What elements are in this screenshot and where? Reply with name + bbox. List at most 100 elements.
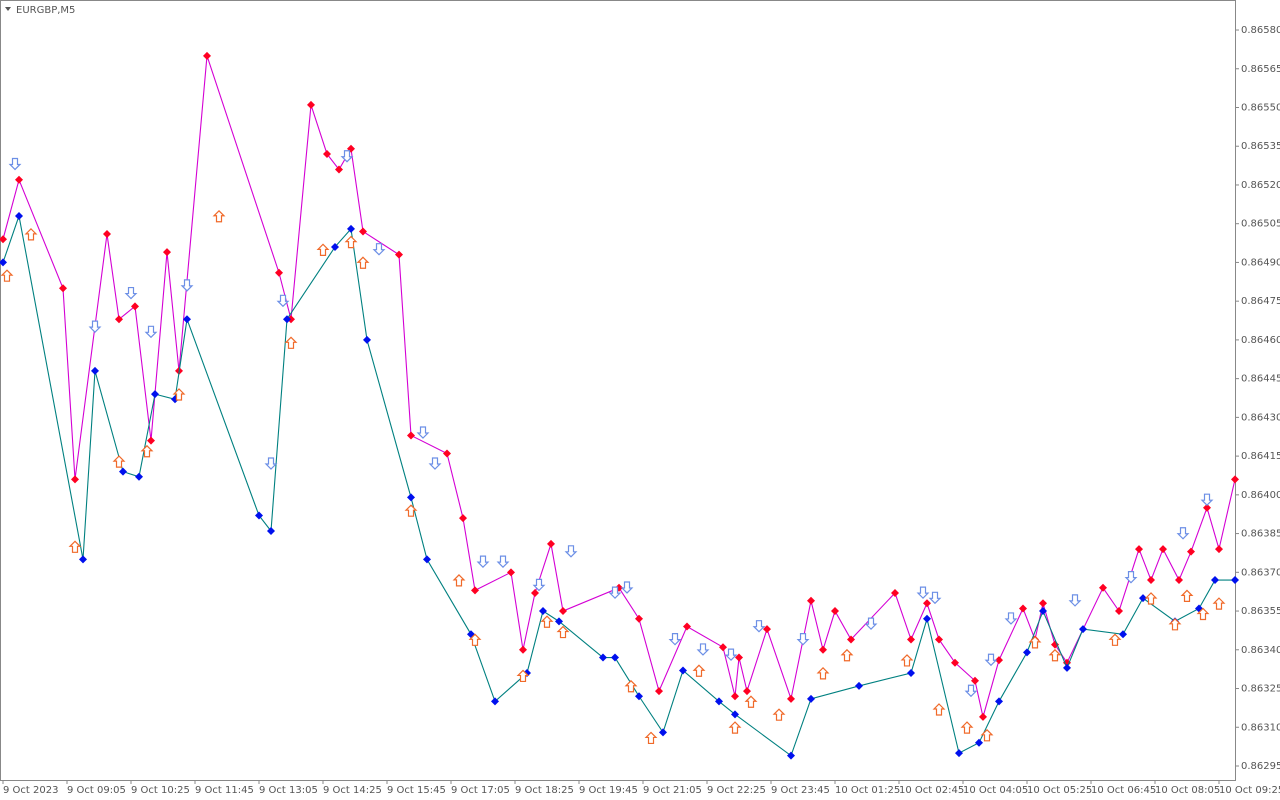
up-arrow bbox=[540, 615, 554, 628]
down-arrow bbox=[88, 320, 102, 334]
pivot-marker bbox=[459, 514, 467, 523]
pivot-marker bbox=[1115, 607, 1123, 616]
pivot-marker bbox=[423, 555, 431, 564]
down-arrow bbox=[916, 586, 930, 599]
down-arrow bbox=[864, 617, 878, 630]
pivot-marker bbox=[539, 607, 547, 616]
up-arrow bbox=[1196, 607, 1210, 621]
y-tick-label: 0.86370 bbox=[1241, 567, 1280, 578]
down-arrow bbox=[796, 633, 810, 646]
pivot-marker bbox=[635, 614, 643, 623]
y-tick-label: 0.86325 bbox=[1241, 684, 1280, 695]
pivot-marker bbox=[683, 622, 691, 631]
pivot-marker bbox=[979, 712, 987, 721]
pivot-marker bbox=[1099, 583, 1107, 592]
up-arrow bbox=[468, 633, 482, 646]
pivot-marker bbox=[91, 366, 99, 375]
up-arrow bbox=[692, 664, 706, 677]
pivot-marker bbox=[323, 149, 331, 158]
pivot-marker bbox=[407, 493, 415, 502]
up-arrow bbox=[172, 388, 186, 401]
pivot-marker bbox=[995, 656, 1003, 665]
down-arrow bbox=[752, 620, 766, 633]
x-tick-label: 10 Oct 05:25 bbox=[1027, 785, 1092, 796]
pivot-marker bbox=[471, 586, 479, 595]
chart-title: EURGBP,M5 bbox=[16, 5, 75, 16]
down-arrow bbox=[8, 157, 22, 171]
down-arrow bbox=[620, 581, 634, 594]
menu-triangle[interactable] bbox=[5, 7, 11, 11]
y-tick-label: 0.86505 bbox=[1241, 219, 1280, 230]
pivot-marker bbox=[119, 467, 127, 476]
pivot-marker bbox=[163, 248, 171, 257]
up-arrow bbox=[284, 336, 298, 349]
down-arrow bbox=[564, 545, 578, 558]
pivot-marker bbox=[955, 749, 963, 758]
down-arrow bbox=[372, 243, 386, 256]
pivot-marker bbox=[1039, 599, 1047, 608]
x-tick-label: 9 Oct 14:25 bbox=[323, 785, 382, 796]
up-arrow bbox=[140, 444, 154, 458]
x-tick-label: 9 Oct 10:25 bbox=[131, 785, 190, 796]
pivot-marker bbox=[555, 617, 563, 626]
up-arrow bbox=[840, 648, 854, 662]
y-tick-label: 0.86580 bbox=[1241, 25, 1280, 36]
down-arrow bbox=[964, 684, 978, 698]
pivot-marker bbox=[807, 596, 815, 605]
x-tick-label: 10 Oct 06:45 bbox=[1091, 785, 1156, 796]
pivot-marker bbox=[507, 568, 515, 577]
up-arrow bbox=[556, 625, 570, 639]
pivot-marker bbox=[951, 658, 959, 667]
pivot-marker bbox=[1159, 545, 1167, 554]
up-arrow bbox=[344, 235, 358, 249]
up-arrow bbox=[212, 209, 226, 223]
down-arrow bbox=[428, 457, 442, 470]
down-arrow bbox=[144, 325, 158, 339]
y-tick-label: 0.86295 bbox=[1241, 761, 1280, 772]
down-arrow bbox=[696, 643, 710, 656]
y-tick-label: 0.86400 bbox=[1241, 490, 1280, 501]
down-arrow bbox=[1200, 493, 1214, 507]
pivot-marker bbox=[1231, 576, 1239, 585]
up-arrow bbox=[900, 654, 914, 667]
pivot-marker bbox=[15, 175, 23, 184]
pivot-marker bbox=[519, 645, 527, 654]
pivot-marker bbox=[559, 607, 567, 616]
pivot-marker bbox=[283, 315, 291, 324]
down-arrow bbox=[668, 633, 682, 646]
up-arrow bbox=[24, 228, 38, 241]
pivot-marker bbox=[611, 653, 619, 662]
x-tick-label: 9 Oct 13:05 bbox=[259, 785, 318, 796]
pivot-marker bbox=[719, 643, 727, 652]
pivot-marker bbox=[907, 669, 915, 678]
pivot-marker bbox=[1079, 625, 1087, 634]
up-arrow bbox=[960, 721, 974, 734]
y-tick-label: 0.86340 bbox=[1241, 645, 1280, 656]
pivot-marker bbox=[135, 472, 143, 481]
down-arrow bbox=[1004, 612, 1018, 625]
pivot-marker bbox=[395, 250, 403, 259]
pivot-marker bbox=[59, 284, 67, 293]
y-tick-label: 0.86535 bbox=[1241, 141, 1280, 152]
y-tick-label: 0.86460 bbox=[1241, 335, 1280, 346]
x-tick-label: 9 Oct 21:05 bbox=[643, 785, 702, 796]
pivot-marker bbox=[891, 588, 899, 597]
pivot-marker bbox=[1051, 640, 1059, 649]
x-tick-label: 10 Oct 02:45 bbox=[899, 785, 964, 796]
pivot-marker bbox=[335, 165, 343, 174]
pivot-marker bbox=[935, 635, 943, 644]
up-arrow bbox=[644, 731, 658, 745]
up-arrow bbox=[316, 243, 330, 256]
pivot-marker bbox=[743, 687, 751, 696]
x-tick-label: 9 Oct 15:45 bbox=[387, 785, 446, 796]
up-arrow bbox=[772, 708, 786, 721]
up-arrow bbox=[728, 721, 742, 734]
y-tick-label: 0.86385 bbox=[1241, 529, 1280, 540]
up-arrow bbox=[0, 269, 14, 282]
pivot-marker bbox=[1147, 576, 1155, 585]
pivot-marker bbox=[1211, 576, 1219, 585]
y-tick-label: 0.86445 bbox=[1241, 374, 1280, 385]
pivot-marker bbox=[599, 653, 607, 662]
x-tick-label: 10 Oct 01:25 bbox=[835, 785, 900, 796]
